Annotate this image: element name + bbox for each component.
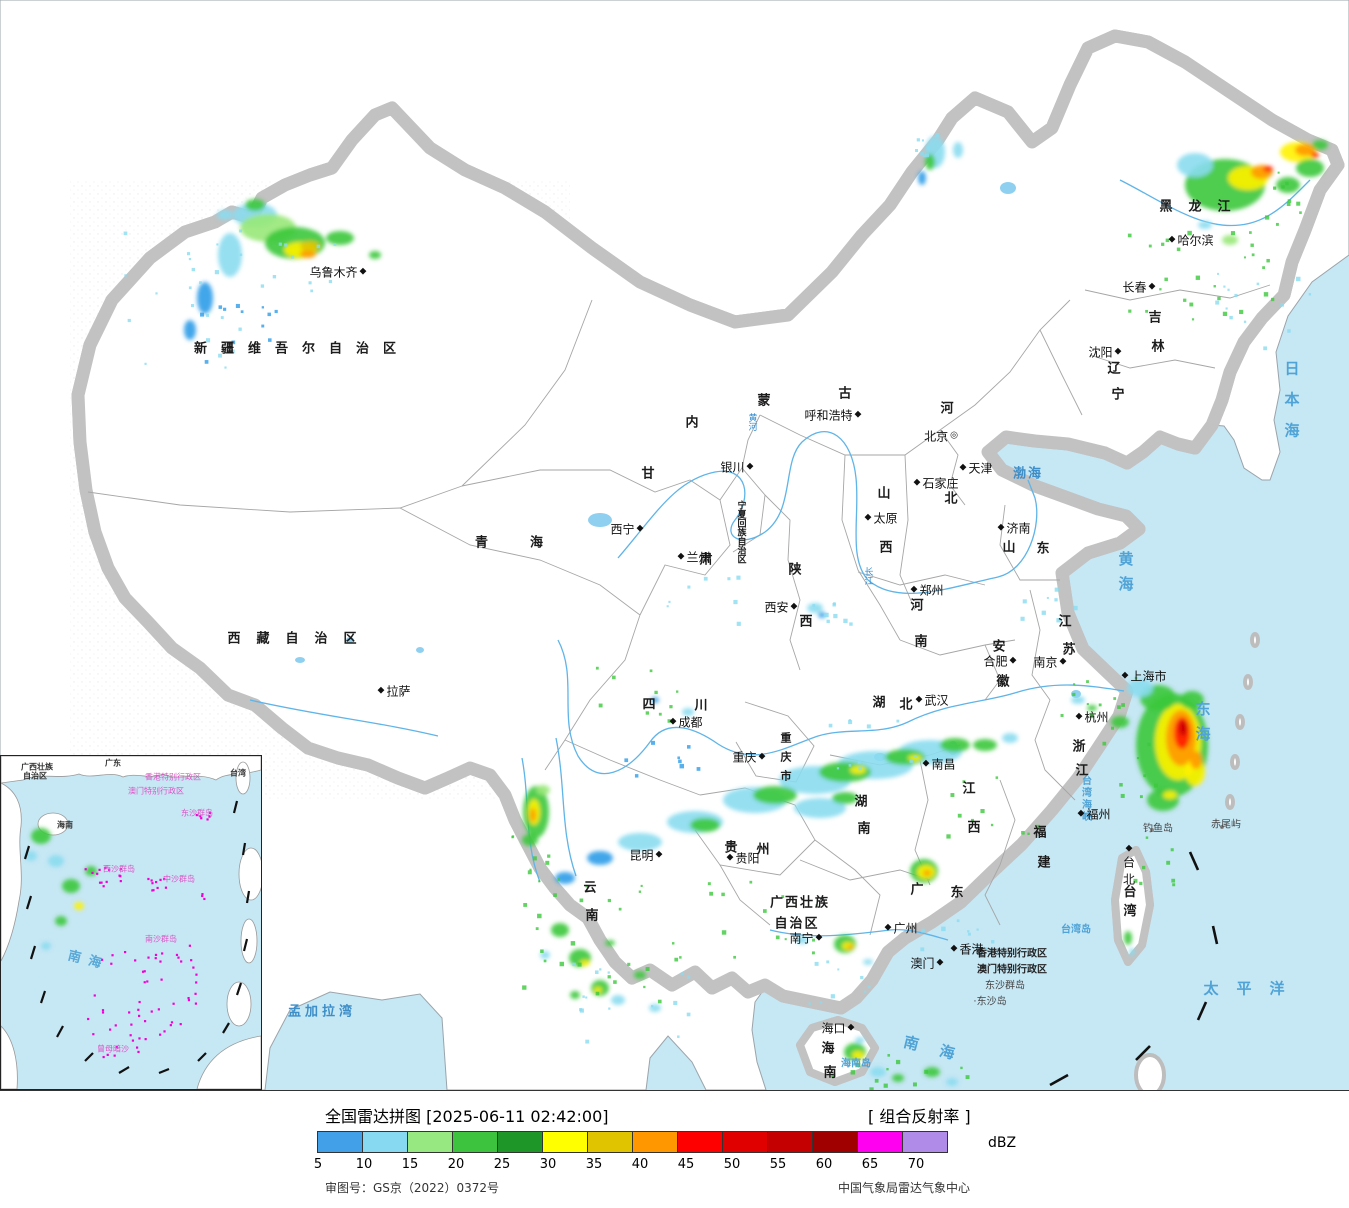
small-island-dots bbox=[1150, 825, 1224, 832]
scale-value-5: 5 bbox=[313, 1157, 323, 1172]
scale-value-15: 15 bbox=[401, 1157, 419, 1172]
map-title: 全国雷达拼图 [2025-06-11 02:42:00] bbox=[325, 1107, 609, 1126]
inset-island-dots bbox=[84, 811, 212, 1059]
map-approval-number: 审图号：GS京（2022）0372号 bbox=[325, 1181, 499, 1195]
inset-canvas bbox=[0, 755, 264, 1090]
scale-cell-70 bbox=[902, 1131, 948, 1153]
product-label: [ 组合反射率 ] bbox=[868, 1107, 971, 1126]
scale-cell-20 bbox=[452, 1131, 498, 1153]
producer-credit: 中国气象局雷达气象中心 bbox=[838, 1181, 971, 1195]
scale-cell-25 bbox=[497, 1131, 543, 1153]
scale-cell-5 bbox=[317, 1131, 363, 1153]
south-china-sea-inset: 广西壮族 自治区 广东 台湾 香港特别行政区 澳门特别行政区 东沙群岛 海南 西沙群岛 中沙群岛南… bbox=[0, 755, 264, 1090]
scale-cell-10 bbox=[362, 1131, 408, 1153]
dbz-scale-bar bbox=[317, 1131, 948, 1153]
scale-value-45: 45 bbox=[677, 1157, 695, 1172]
scale-value-40: 40 bbox=[631, 1157, 649, 1172]
scale-cell-55 bbox=[767, 1131, 813, 1153]
scale-value-50: 50 bbox=[723, 1157, 741, 1172]
radar-speck-layer bbox=[123, 133, 1312, 1097]
offshore-islands bbox=[1134, 632, 1260, 1097]
scale-value-30: 30 bbox=[539, 1157, 557, 1172]
scale-cell-60 bbox=[812, 1131, 858, 1153]
map-area: 日本海渤海黄海东海台湾海峡南海 太平洋 孟加拉湾 台湾岛 海南岛 新疆维吾尔自治区 西藏自治… bbox=[0, 0, 1349, 1097]
radar-echo-layer bbox=[184, 136, 1328, 1086]
scale-cell-35 bbox=[587, 1131, 633, 1153]
province-boundaries bbox=[87, 284, 1271, 936]
dbz-unit-label: dBZ bbox=[988, 1135, 1017, 1151]
maritime-boundary-dashes bbox=[1049, 851, 1219, 1087]
inset-echo-layer bbox=[25, 828, 97, 950]
inset-boundary-dashes bbox=[23, 800, 251, 1075]
scale-value-60: 60 bbox=[815, 1157, 833, 1172]
scale-value-35: 35 bbox=[585, 1157, 603, 1172]
inset-land bbox=[0, 755, 264, 1090]
scale-value-20: 20 bbox=[447, 1157, 465, 1172]
scale-cell-50 bbox=[722, 1131, 768, 1153]
inset-ocean bbox=[1, 756, 261, 1089]
lakes bbox=[295, 182, 1081, 761]
scale-value-70: 70 bbox=[907, 1157, 925, 1172]
legend-panel: 全国雷达拼图 [2025-06-11 02:42:00] [ 组合反射率 ] 5… bbox=[0, 1091, 1349, 1208]
scale-cell-65 bbox=[857, 1131, 903, 1153]
map-canvas bbox=[0, 0, 1349, 1097]
dbz-scale-numbers: 5 10 15 20 25 30 35 40 45 50 55 60 65 70 bbox=[314, 1157, 978, 1173]
scale-value-25: 25 bbox=[493, 1157, 511, 1172]
rivers bbox=[249, 179, 1311, 941]
scale-value-65: 65 bbox=[861, 1157, 879, 1172]
scale-cell-40 bbox=[632, 1131, 678, 1153]
china-territory bbox=[71, 29, 1345, 1086]
scale-cell-30 bbox=[542, 1131, 588, 1153]
scale-value-10: 10 bbox=[355, 1157, 373, 1172]
scale-value-55: 55 bbox=[769, 1157, 787, 1172]
scale-cell-45 bbox=[677, 1131, 723, 1153]
scale-cell-15 bbox=[407, 1131, 453, 1153]
